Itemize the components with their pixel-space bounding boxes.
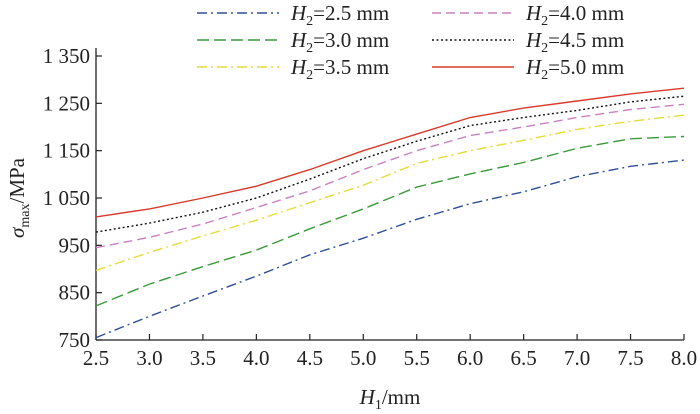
series-line-2 [95,135,685,307]
series-line-6 [95,87,685,218]
legend-label: H2=5.0 mm [525,55,624,83]
series-line-4 [95,103,685,249]
x-tick-label: 4.0 [243,346,269,370]
x-tick-label: 6.0 [457,346,483,370]
x-tick-label: 3.0 [136,346,162,370]
y-tick-label: 850 [59,281,91,305]
y-tick-label: 1 150 [43,139,90,163]
y-tick-label: 1 350 [43,44,90,68]
x-tick-label: 7.0 [564,346,590,370]
series-line-1 [95,159,685,339]
x-tick-label: 6.5 [511,346,537,370]
plot-frame [95,48,684,341]
legend-label: H2=4.0 mm [525,1,624,29]
y-tick-label: 950 [59,233,91,257]
x-tick-label: 2.5 [83,346,109,370]
x-tick-label: 8.0 [671,346,697,370]
y-tick-label: 750 [59,328,91,352]
x-tick-label: 5.5 [404,346,430,370]
x-tick-label: 7.5 [617,346,643,370]
legend-label: H2=3.0 mm [290,28,389,56]
legend-label: H2=3.5 mm [290,55,389,83]
series-line-3 [95,114,685,272]
x-tick-label: 5.0 [350,346,376,370]
series-line-5 [95,95,685,233]
legend-label: H2=4.5 mm [525,28,624,56]
x-axis-ticks: 2.5 3.0 3.5 4.0 4.5 5.0 5.5 6.0 6.5 7.0 7.5 8.0 [83,334,697,370]
series-lines [95,87,685,339]
y-tick-label: 1 250 [43,91,90,115]
y-tick-label: 1 050 [43,186,90,210]
legend-label: H2=2.5 mm [290,1,389,29]
y-axis-ticks: 750 850 950 1 050 1 150 1 250 1 350 [43,44,102,352]
y-axis-title: σmax/MPa [5,157,33,238]
x-tick-label: 3.5 [190,346,216,370]
x-tick-label: 4.5 [297,346,323,370]
x-axis-title: H1/mm [359,385,421,413]
